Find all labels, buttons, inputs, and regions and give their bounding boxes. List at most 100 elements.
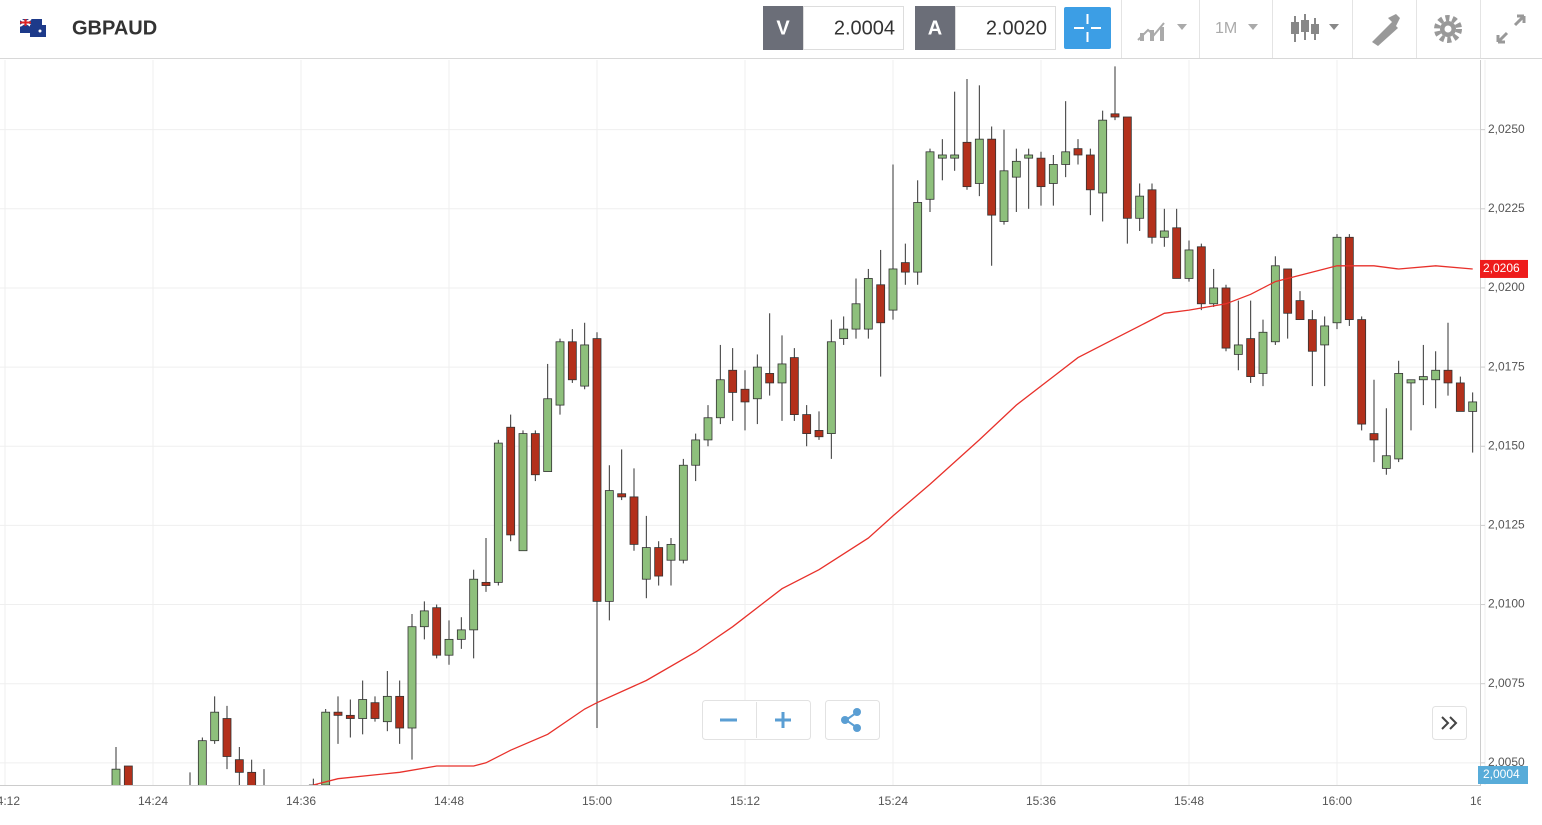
settings-button[interactable] xyxy=(1434,15,1462,43)
x-tick-label: 16:12 xyxy=(1470,794,1500,808)
candle-body xyxy=(1209,287,1219,305)
candle-body xyxy=(481,581,491,586)
candle-body xyxy=(1332,236,1342,324)
candle-body xyxy=(247,771,257,785)
candle-body xyxy=(950,154,960,159)
candle-body xyxy=(1172,227,1182,279)
candle-body xyxy=(506,426,516,536)
dropdown-arrow xyxy=(1248,24,1258,30)
candle-body xyxy=(456,629,466,640)
candle-body xyxy=(1369,433,1379,441)
candle-body xyxy=(260,788,268,794)
y-tick-label: 2,0050 xyxy=(1488,755,1525,769)
candle-body xyxy=(604,490,614,602)
candle-body xyxy=(543,398,553,472)
candle-body xyxy=(493,442,503,583)
candle-body xyxy=(1468,401,1478,412)
candle-body xyxy=(765,373,775,384)
candle-body xyxy=(937,154,947,159)
candle-body xyxy=(617,493,627,498)
candle-type-button[interactable] xyxy=(1291,14,1339,42)
x-tick-label: 15:24 xyxy=(878,794,908,808)
candle-body xyxy=(333,711,343,716)
candle-body xyxy=(999,170,1009,222)
x-tick-label: 15:00 xyxy=(582,794,612,808)
candle-body xyxy=(851,303,861,330)
candle-body xyxy=(308,784,318,785)
candle-body xyxy=(1184,249,1194,279)
candle-body xyxy=(518,433,528,552)
candle-body xyxy=(358,699,368,719)
candle-body xyxy=(678,464,688,561)
y-axis-labels: 2,0050 2,0075 2,0100 2,0125 2,0150 2,0175 2,02… xyxy=(1478,122,1528,784)
candle-body xyxy=(1295,300,1305,321)
x-tick-label: 14:36 xyxy=(286,794,316,808)
y-tick-label: 2,0175 xyxy=(1488,359,1525,373)
candle-body xyxy=(382,695,392,723)
fullscreen-button[interactable] xyxy=(1496,14,1526,44)
plot xyxy=(111,66,1478,794)
candle-body xyxy=(444,638,454,656)
candle-body xyxy=(1307,319,1317,352)
y-tick-label: 2,0225 xyxy=(1488,201,1525,215)
candle-body xyxy=(888,268,898,311)
candle-body xyxy=(715,379,725,419)
x-tick-label: 15:48 xyxy=(1174,794,1204,808)
flag xyxy=(19,18,46,37)
candle-body xyxy=(1344,236,1354,321)
candle-body xyxy=(1283,268,1293,314)
zoom-controls xyxy=(702,700,1467,740)
bid-box xyxy=(803,6,904,50)
zoom-in-button[interactable] xyxy=(775,712,791,728)
candle-body xyxy=(419,610,429,628)
candle-body xyxy=(728,369,738,393)
candle-body xyxy=(789,357,799,415)
candle-body xyxy=(1061,151,1071,165)
candle-body xyxy=(321,711,331,785)
candle-body xyxy=(1221,287,1231,349)
candle-body xyxy=(580,344,590,387)
candle-body xyxy=(1431,369,1441,381)
ask-price: 2.0020 xyxy=(986,17,1047,39)
bid-label: V xyxy=(776,17,790,39)
candle-body xyxy=(370,702,380,719)
bid-button[interactable] xyxy=(763,6,803,50)
candle-body xyxy=(1233,344,1243,355)
candle-body xyxy=(1394,373,1404,460)
candle-body xyxy=(234,759,244,773)
candle-body xyxy=(1024,154,1034,159)
candle-body xyxy=(592,338,602,602)
candle-body xyxy=(1406,379,1416,384)
candle-body xyxy=(666,543,676,561)
candle-body xyxy=(1011,160,1021,178)
candle-body xyxy=(1036,157,1046,188)
candle-body xyxy=(1418,376,1428,381)
candle-body xyxy=(987,138,997,216)
candle-body xyxy=(1122,116,1132,219)
candle-body xyxy=(863,278,873,330)
y-tick-label: 2,0100 xyxy=(1488,597,1525,611)
timeframe[interactable]: 1M xyxy=(1215,20,1237,37)
candle-body xyxy=(530,433,540,476)
x-tick-label: 14:12 xyxy=(0,794,20,808)
crosshair-button[interactable] xyxy=(1064,7,1111,49)
ask-label: A xyxy=(928,17,942,39)
ask-button[interactable] xyxy=(915,6,955,50)
candle-body xyxy=(777,363,787,384)
draw-button[interactable] xyxy=(1372,14,1400,46)
chart-type-button[interactable] xyxy=(1137,22,1187,41)
candle-body xyxy=(1098,119,1108,194)
candle-body xyxy=(197,740,207,785)
candle-body xyxy=(1270,265,1280,343)
candle-body xyxy=(1246,338,1256,377)
x-tick-label: 15:12 xyxy=(730,794,760,808)
share-button[interactable] xyxy=(825,700,880,740)
ask-box xyxy=(955,6,1056,50)
candle-body xyxy=(469,578,479,631)
candle-body xyxy=(1147,189,1157,238)
scroll-latest-button[interactable] xyxy=(1432,706,1467,740)
candle-body xyxy=(1258,331,1268,374)
candle-body xyxy=(925,151,935,200)
